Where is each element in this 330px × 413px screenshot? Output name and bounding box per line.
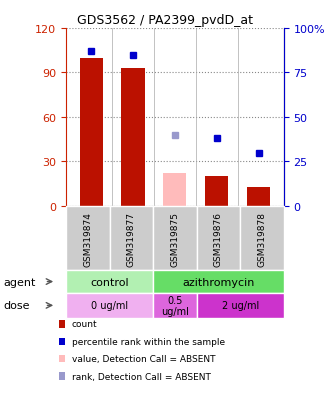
Text: agent: agent	[3, 277, 36, 287]
Text: 0.5
ug/ml: 0.5 ug/ml	[161, 295, 189, 316]
Text: 2 ug/ml: 2 ug/ml	[222, 301, 259, 311]
Text: dose: dose	[3, 301, 30, 311]
Text: GSM319877: GSM319877	[127, 211, 136, 266]
Text: 0 ug/ml: 0 ug/ml	[91, 301, 128, 311]
Bar	[121, 69, 145, 206]
Text: value, Detection Call = ABSENT: value, Detection Call = ABSENT	[72, 354, 215, 363]
Text: control: control	[90, 277, 129, 287]
Bar	[247, 187, 270, 206]
Bar	[163, 174, 186, 206]
Text: rank, Detection Call = ABSENT: rank, Detection Call = ABSENT	[72, 372, 211, 381]
Text: GSM319878: GSM319878	[257, 211, 267, 266]
Text: GSM319876: GSM319876	[214, 211, 223, 266]
Text: GSM319874: GSM319874	[83, 211, 92, 266]
Text: percentile rank within the sample: percentile rank within the sample	[72, 337, 225, 346]
Bar	[205, 177, 228, 206]
Text: azithromycin: azithromycin	[182, 277, 255, 287]
Bar	[80, 59, 103, 206]
Text: GDS3562 / PA2399_pvdD_at: GDS3562 / PA2399_pvdD_at	[77, 14, 253, 27]
Text: GSM319875: GSM319875	[170, 211, 180, 266]
Text: count: count	[72, 320, 98, 329]
